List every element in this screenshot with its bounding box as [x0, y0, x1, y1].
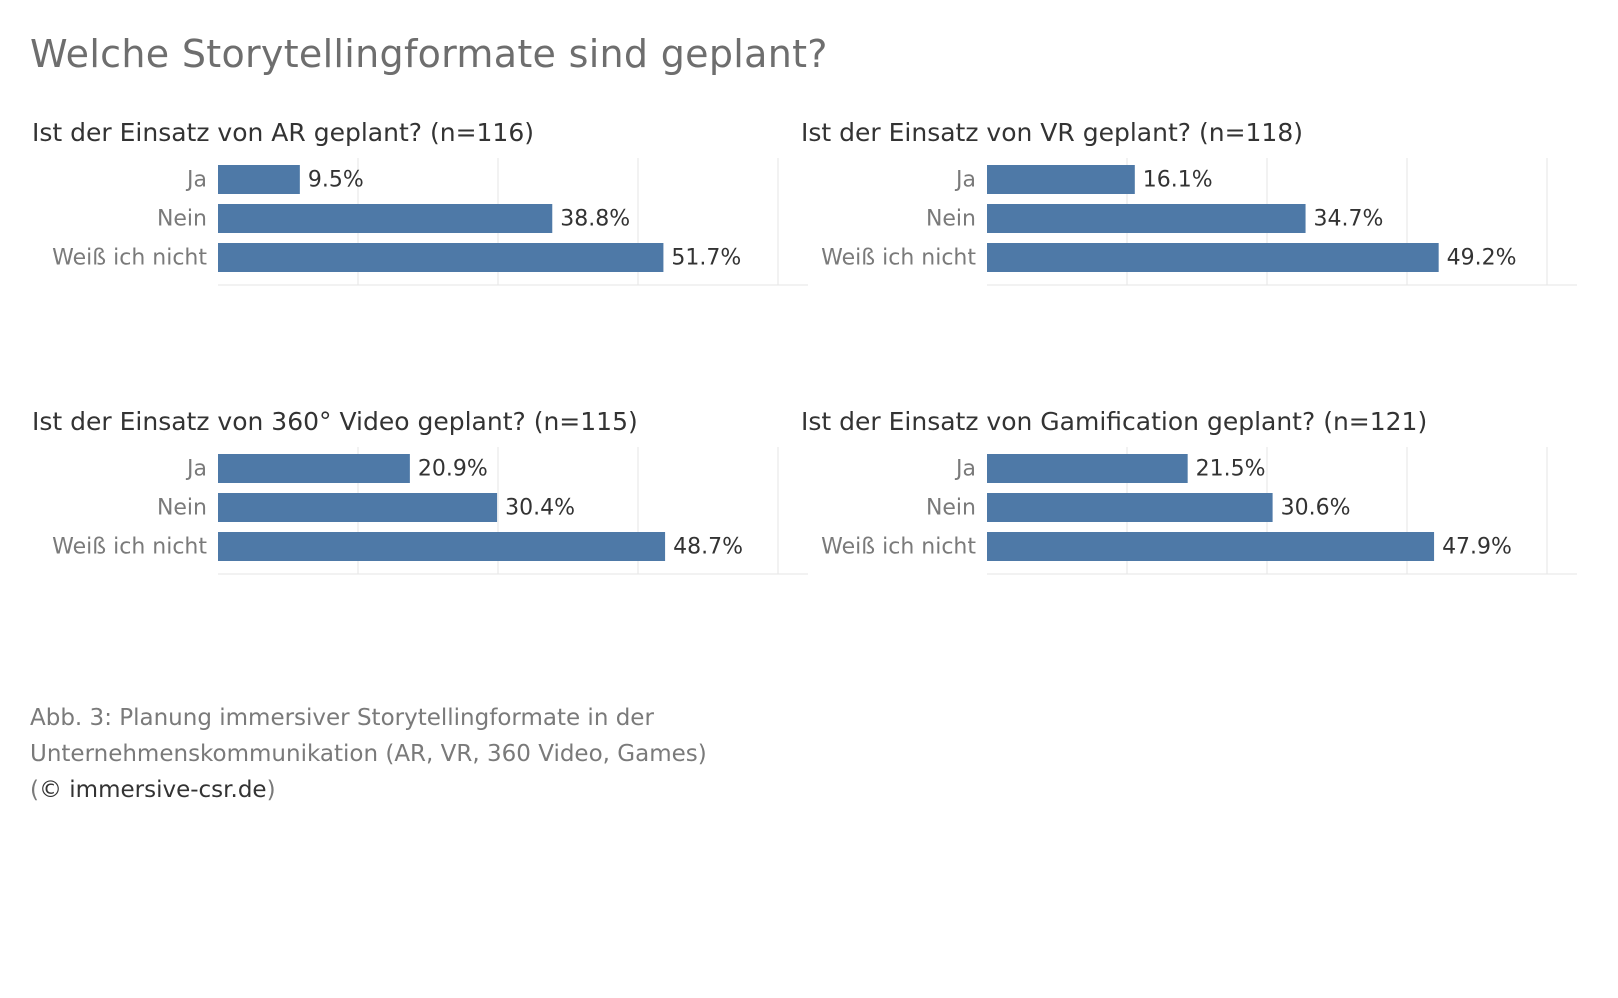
data-label: 51.7% [671, 246, 741, 271]
data-label: 48.7% [673, 535, 743, 560]
caption-paren-close: ) [266, 777, 276, 803]
bar [987, 243, 1439, 272]
data-label: 34.7% [1314, 207, 1384, 232]
bar [218, 454, 410, 483]
chart-title-360-video: Ist der Einsatz von 360° Video geplant? … [32, 407, 638, 436]
bar [987, 532, 1435, 561]
page-title: Welche Storytellingformate sind geplant? [30, 32, 828, 76]
category-label: Nein [157, 496, 207, 521]
category-label: Weiß ich nicht [821, 246, 976, 271]
bar-chart-gamification: Ja 21.5% Nein 30.6% Weiß ich nicht 47.9% [821, 447, 1577, 575]
bar-chart-360-video: Ja 20.9% Nein 30.4% Weiß ich nicht 48.7% [52, 447, 808, 575]
bar [987, 204, 1306, 233]
category-label: Nein [157, 207, 207, 232]
bar [218, 493, 498, 522]
chart-title-ar: Ist der Einsatz von AR geplant? (n=116) [32, 118, 534, 147]
chart-title-vr: Ist der Einsatz von VR geplant? (n=118) [801, 118, 1303, 147]
data-label: 9.5% [308, 168, 364, 193]
category-label: Ja [185, 168, 207, 193]
bar [218, 532, 666, 561]
bar [987, 165, 1135, 194]
category-label: Nein [926, 496, 976, 521]
caption-line-1: Abb. 3: Planung immersiver Storytellingf… [30, 705, 654, 731]
data-label: 30.6% [1281, 496, 1351, 521]
category-label: Weiß ich nicht [52, 246, 207, 271]
bar-chart-vr: Ja 16.1% Nein 34.7% Weiß ich nicht 49.2% [821, 158, 1577, 286]
caption-domain-link[interactable]: © immersive-csr.de [38, 777, 267, 803]
bar [987, 454, 1188, 483]
data-label: 30.4% [505, 496, 575, 521]
figure-caption: Abb. 3: Planung immersiver Storytellingf… [30, 700, 707, 808]
caption-paren-open: ( [30, 777, 39, 803]
data-label: 16.1% [1143, 168, 1213, 193]
caption-line-2: Unternehmenskommunikation (AR, VR, 360 V… [30, 741, 707, 767]
chart-panel-ar: Ist der Einsatz von AR geplant? (n=116) … [29, 118, 809, 318]
data-label: 47.9% [1442, 535, 1512, 560]
category-label: Ja [185, 457, 207, 482]
bar [218, 165, 300, 194]
chart-title-gamification: Ist der Einsatz von Gamification geplant… [801, 407, 1428, 436]
category-label: Nein [926, 207, 976, 232]
chart-panel-gamification: Ist der Einsatz von Gamification geplant… [798, 407, 1578, 607]
data-label: 21.5% [1196, 457, 1266, 482]
bar [987, 493, 1273, 522]
category-label: Ja [954, 168, 976, 193]
bar-chart-ar: Ja 9.5% Nein 38.8% Weiß ich nicht 51.7% [52, 158, 808, 286]
bar [218, 204, 553, 233]
bar [218, 243, 664, 272]
chart-panel-vr: Ist der Einsatz von VR geplant? (n=118) … [798, 118, 1578, 318]
category-label: Ja [954, 457, 976, 482]
chart-panel-360-video: Ist der Einsatz von 360° Video geplant? … [29, 407, 809, 607]
category-label: Weiß ich nicht [821, 535, 976, 560]
caption-line-3: (© immersive-csr.de) [30, 772, 707, 808]
data-label: 38.8% [560, 207, 630, 232]
category-label: Weiß ich nicht [52, 535, 207, 560]
data-label: 49.2% [1447, 246, 1517, 271]
data-label: 20.9% [418, 457, 488, 482]
